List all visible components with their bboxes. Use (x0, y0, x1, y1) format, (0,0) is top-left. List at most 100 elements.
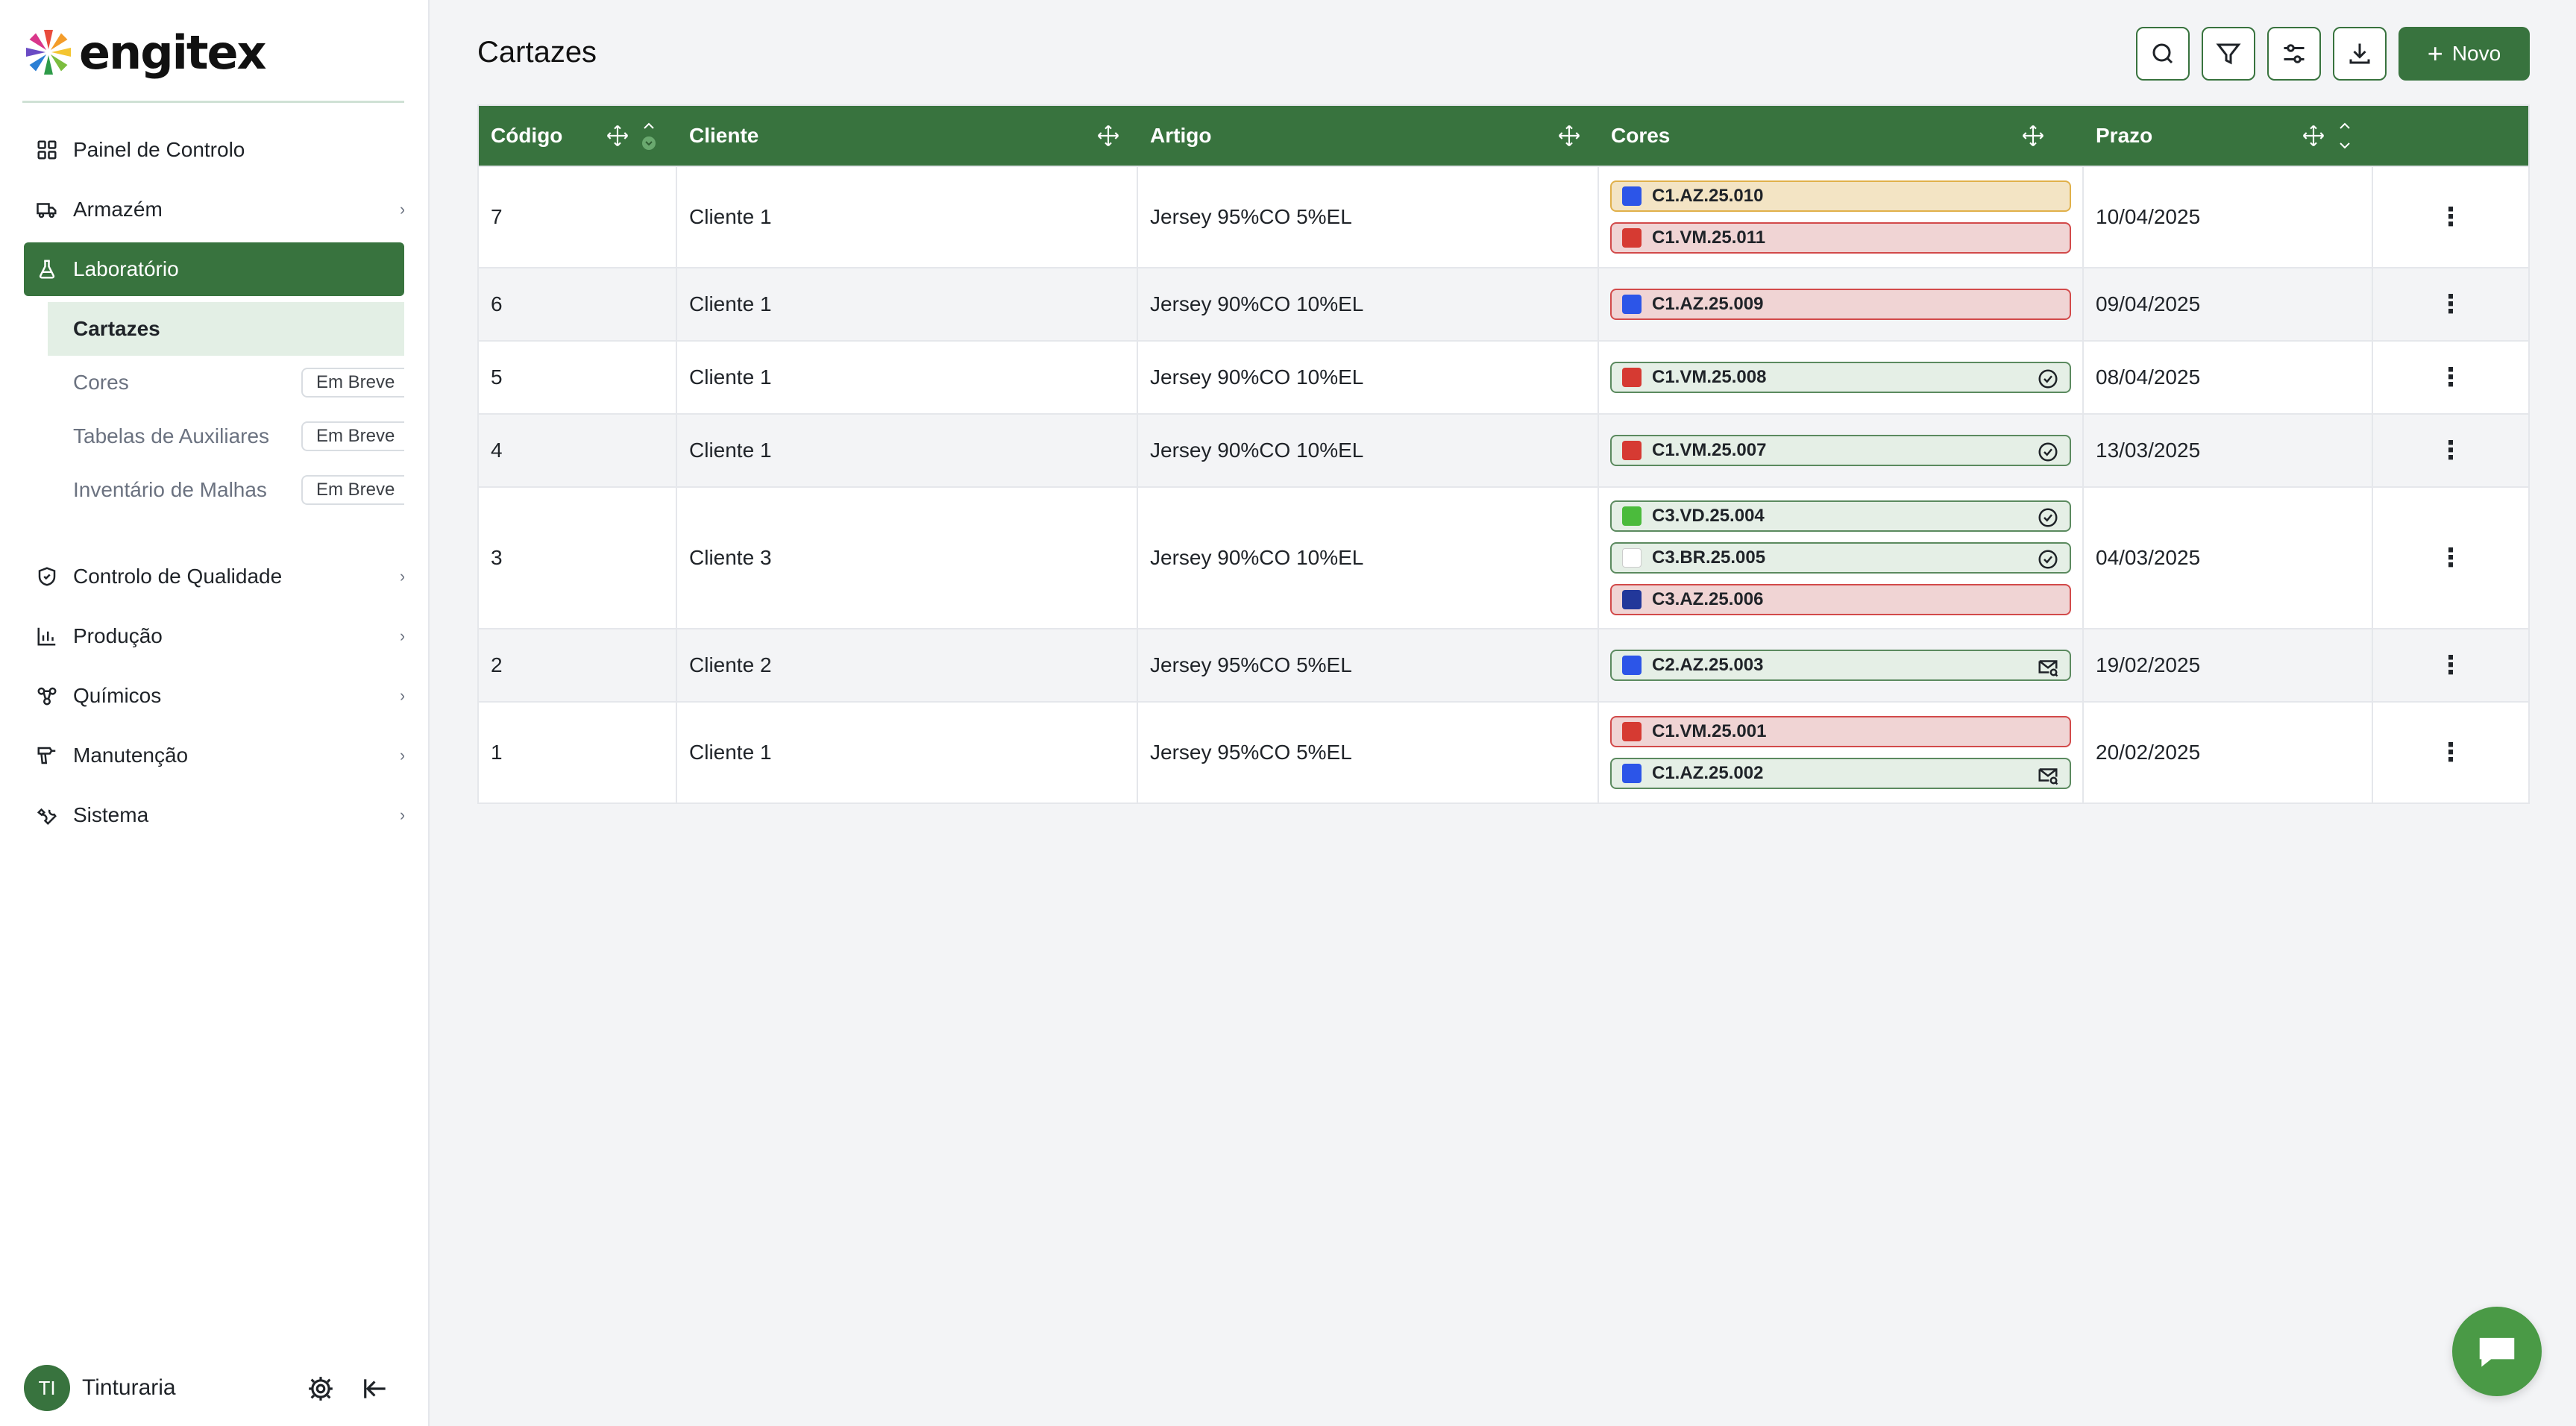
column-header-codigo[interactable]: Código (479, 106, 677, 166)
row-actions-menu[interactable]: ⋮ (2373, 268, 2528, 340)
download-button[interactable] (2333, 27, 2387, 81)
color-chip[interactable]: C1.VM.25.011 (1610, 222, 2071, 254)
table-row[interactable]: 1 Cliente 1 Jersey 95%CO 5%EL C1.VM.25.0… (479, 701, 2528, 802)
row-actions-menu[interactable]: ⋮ (2373, 488, 2528, 628)
sidebar-item-sistema[interactable]: Sistema › (24, 788, 404, 842)
color-chip[interactable]: C1.VM.25.007 (1610, 435, 2071, 466)
chevron-right-icon: › (400, 746, 404, 765)
sidebar-divider (22, 101, 404, 103)
table-row[interactable]: 7 Cliente 1 Jersey 95%CO 5%EL C1.AZ.25.0… (479, 166, 2528, 267)
column-header-cores[interactable]: Cores (1599, 106, 2084, 166)
sidebar-subitem-cores[interactable]: Cores Em Breve (48, 356, 404, 409)
table-row[interactable]: 4 Cliente 1 Jersey 90%CO 10%EL C1.VM.25.… (479, 413, 2528, 486)
column-header-cliente[interactable]: Cliente (677, 106, 1138, 166)
cell-due-date: 10/04/2025 (2084, 167, 2373, 267)
sidebar-subitem-tabelas[interactable]: Tabelas de Auxiliares Em Breve (48, 409, 404, 463)
color-chip[interactable]: C1.AZ.25.002 (1610, 758, 2071, 789)
settings-gear-icon[interactable] (306, 1374, 336, 1404)
sidebar-item-producao[interactable]: Produção › (24, 609, 404, 663)
brand-logo[interactable]: engitex (22, 22, 266, 82)
sidebar-subitem-inventario[interactable]: Inventário de Malhas Em Breve (48, 463, 404, 517)
engitex-logo-icon (26, 30, 71, 75)
column-label: Artigo (1150, 124, 1212, 147)
drag-handle-icon[interactable] (2021, 124, 2045, 148)
sort-icon[interactable] (640, 118, 658, 154)
row-actions-menu[interactable]: ⋮ (2373, 342, 2528, 413)
color-code: C1.AZ.25.010 (1652, 186, 1764, 206)
drag-handle-icon[interactable] (606, 124, 629, 148)
flask-icon (34, 257, 60, 282)
sidebar-item-quimicos[interactable]: Químicos › (24, 669, 404, 723)
sidebar-item-manutencao[interactable]: Manutenção › (24, 729, 404, 782)
avatar[interactable]: TI (24, 1365, 70, 1411)
new-button[interactable]: + Novo (2398, 27, 2530, 81)
sidebar-item-qualidade[interactable]: Controlo de Qualidade › (24, 550, 404, 603)
table-row[interactable]: 6 Cliente 1 Jersey 90%CO 10%EL C1.AZ.25.… (479, 267, 2528, 340)
column-header-prazo[interactable]: Prazo (2084, 106, 2373, 166)
drag-handle-icon[interactable] (1096, 124, 1120, 148)
sidebar-subitem-cartazes[interactable]: Cartazes (48, 302, 404, 356)
sidebar-item-laboratorio[interactable]: Laboratório (24, 242, 404, 296)
color-code: C1.AZ.25.009 (1652, 294, 1764, 314)
color-code: C1.VM.25.001 (1652, 721, 1767, 741)
color-chip[interactable]: C3.AZ.25.006 (1610, 584, 2071, 615)
chat-button[interactable] (2452, 1307, 2542, 1396)
cell-due-date: 04/03/2025 (2084, 488, 2373, 628)
wrench-icon (34, 802, 60, 828)
drag-handle-icon[interactable] (1557, 124, 1581, 148)
color-chip[interactable]: C1.VM.25.008 (1610, 362, 2071, 393)
color-chip[interactable]: C2.AZ.25.003 (1610, 650, 2071, 681)
new-button-label: Novo (2451, 42, 2501, 65)
drag-handle-icon[interactable] (2302, 124, 2325, 148)
kebab-menu-icon: ⋮ (2438, 738, 2463, 767)
filter-icon (2216, 43, 2241, 65)
download-icon (2349, 43, 2370, 64)
chevron-right-icon: › (400, 200, 404, 219)
sidebar-item-painel[interactable]: Painel de Controlo (24, 123, 404, 177)
sidebar-item-label: Laboratório (73, 257, 179, 280)
color-chip[interactable]: C1.AZ.25.009 (1610, 289, 2071, 320)
adjust-columns-button[interactable] (2267, 27, 2321, 81)
row-actions-menu[interactable]: ⋮ (2373, 703, 2528, 802)
kebab-menu-icon: ⋮ (2438, 651, 2463, 679)
column-header-artigo[interactable]: Artigo (1138, 106, 1599, 166)
color-swatch (1622, 295, 1642, 314)
sidebar: engitex Painel de Controlo Armazém › Lab… (0, 0, 430, 1426)
kebab-menu-icon: ⋮ (2438, 203, 2463, 231)
column-label: Cores (1611, 124, 1671, 147)
sidebar-item-label: Produção (73, 624, 163, 647)
table-row[interactable]: 5 Cliente 1 Jersey 90%CO 10%EL C1.VM.25.… (479, 340, 2528, 413)
molecule-icon (34, 683, 60, 709)
coming-soon-badge: Em Breve (301, 475, 404, 505)
chevron-right-icon: › (400, 567, 404, 586)
coming-soon-badge: Em Breve (301, 368, 404, 398)
filter-button[interactable] (2202, 27, 2255, 81)
table-row[interactable]: 2 Cliente 2 Jersey 95%CO 5%EL C2.AZ.25.0… (479, 628, 2528, 701)
cell-colors: C2.AZ.25.003 (1599, 629, 2084, 701)
row-actions-menu[interactable]: ⋮ (2373, 629, 2528, 701)
row-actions-menu[interactable]: ⋮ (2373, 415, 2528, 486)
mail-search-icon (2037, 656, 2059, 678)
table-row[interactable]: 3 Cliente 3 Jersey 90%CO 10%EL C3.VD.25.… (479, 486, 2528, 628)
collapse-sidebar-icon[interactable] (361, 1374, 391, 1404)
sort-icon[interactable] (2336, 118, 2354, 154)
coming-soon-badge: Em Breve (301, 421, 404, 451)
cartazes-table: Código Cliente Artigo Cores Prazo 7 Clie… (477, 104, 2530, 804)
cell-colors: C1.VM.25.007 (1599, 415, 2084, 486)
sidebar-item-armazem[interactable]: Armazém › (24, 183, 404, 236)
color-swatch (1622, 441, 1642, 460)
color-code: C3.VD.25.004 (1652, 506, 1765, 526)
color-chip[interactable]: C1.VM.25.001 (1610, 716, 2071, 747)
search-button[interactable] (2136, 27, 2190, 81)
shield-check-icon (34, 564, 60, 589)
row-actions-menu[interactable]: ⋮ (2373, 167, 2528, 267)
color-chip[interactable]: C3.BR.25.005 (1610, 542, 2071, 574)
sidebar-item-label: Controlo de Qualidade (73, 565, 283, 588)
color-chip[interactable]: C1.AZ.25.010 (1610, 180, 2071, 212)
kebab-menu-icon: ⋮ (2438, 544, 2463, 572)
check-circle-icon (2037, 441, 2059, 463)
cell-due-date: 08/04/2025 (2084, 342, 2373, 413)
color-swatch (1622, 656, 1642, 675)
color-chip[interactable]: C3.VD.25.004 (1610, 500, 2071, 532)
color-swatch (1622, 368, 1642, 387)
